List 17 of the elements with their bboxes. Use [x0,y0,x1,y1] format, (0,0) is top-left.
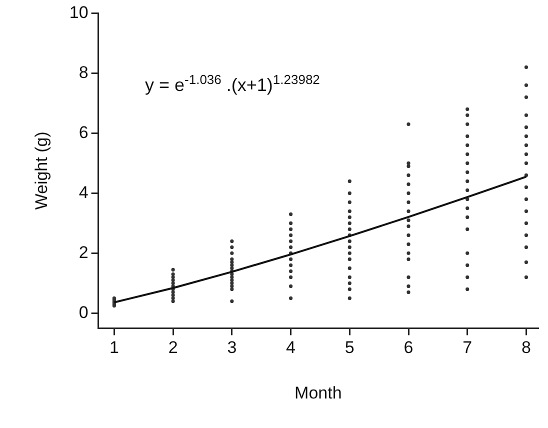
x-tick-label: 7 [462,338,472,358]
y-tick-label: 2 [78,242,88,262]
y-tick-label: 8 [78,62,88,82]
annotation: y = e$^{-1.036}$ .(x+1)$^{1.23982}$ [145,72,320,96]
x-tick-label: 1 [109,338,119,358]
y-tick-label: 0 [78,302,88,322]
y-tick-label: 10 [69,2,88,22]
x-tick-label: 3 [227,338,237,358]
y-axis-title: Weight (g) [32,132,51,210]
y-tick-label: 4 [78,182,88,202]
x-tick-label: 5 [344,338,354,358]
x-tick-label: 6 [404,338,414,358]
x-tick-label: 8 [521,338,531,358]
x-axis-title: Month [294,383,342,402]
x-tick-label: 4 [286,338,296,358]
y-tick-label: 6 [78,122,88,142]
x-tick-label: 2 [168,338,178,358]
